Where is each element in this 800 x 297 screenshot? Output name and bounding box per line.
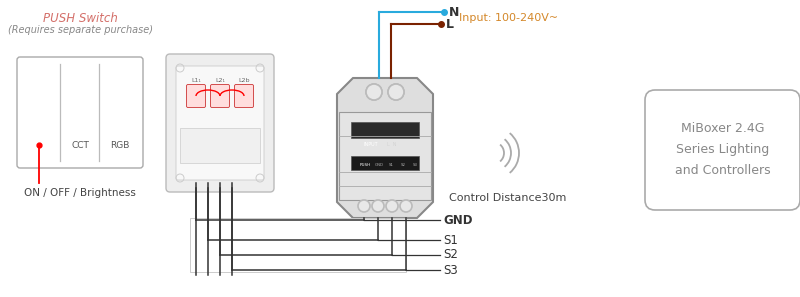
Text: Input: 100-240V~: Input: 100-240V~ bbox=[459, 13, 558, 23]
Text: Control Distance30m: Control Distance30m bbox=[450, 193, 566, 203]
Text: S1: S1 bbox=[389, 163, 394, 167]
Circle shape bbox=[386, 200, 398, 212]
Text: L: L bbox=[446, 18, 454, 31]
Circle shape bbox=[358, 200, 370, 212]
Circle shape bbox=[400, 200, 412, 212]
Bar bbox=[339, 112, 431, 200]
FancyBboxPatch shape bbox=[186, 85, 206, 108]
Text: L1₁: L1₁ bbox=[191, 78, 201, 83]
Bar bbox=[190, 218, 406, 272]
FancyBboxPatch shape bbox=[166, 54, 274, 192]
Text: S3: S3 bbox=[413, 163, 418, 167]
Text: S2: S2 bbox=[401, 163, 406, 167]
Text: L2₁: L2₁ bbox=[215, 78, 225, 83]
Text: PUSH: PUSH bbox=[360, 163, 371, 167]
Text: S1: S1 bbox=[443, 233, 458, 247]
Text: MiBoxer 2.4G: MiBoxer 2.4G bbox=[681, 121, 764, 135]
Text: and Controllers: and Controllers bbox=[674, 164, 770, 176]
FancyBboxPatch shape bbox=[234, 85, 254, 108]
Text: N: N bbox=[449, 6, 459, 18]
FancyBboxPatch shape bbox=[176, 66, 264, 180]
Polygon shape bbox=[337, 78, 433, 218]
Text: CCT: CCT bbox=[71, 140, 89, 149]
Text: (Requires separate purchase): (Requires separate purchase) bbox=[7, 25, 153, 35]
Text: RGB: RGB bbox=[110, 140, 130, 149]
Circle shape bbox=[388, 84, 404, 100]
Text: INPUT: INPUT bbox=[363, 143, 378, 148]
Text: S3: S3 bbox=[443, 263, 458, 277]
Text: L2b: L2b bbox=[238, 78, 250, 83]
Text: S2: S2 bbox=[443, 249, 458, 261]
FancyBboxPatch shape bbox=[17, 57, 143, 168]
Bar bbox=[180, 128, 260, 163]
FancyBboxPatch shape bbox=[210, 85, 230, 108]
Circle shape bbox=[366, 84, 382, 100]
Text: ON / OFF / Brightness: ON / OFF / Brightness bbox=[24, 188, 136, 198]
Text: Series Lighting: Series Lighting bbox=[676, 143, 769, 157]
Bar bbox=[351, 122, 419, 138]
Text: PUSH Switch: PUSH Switch bbox=[42, 12, 118, 24]
Text: L  N: L N bbox=[387, 143, 397, 148]
FancyBboxPatch shape bbox=[645, 90, 800, 210]
Bar bbox=[351, 156, 419, 170]
Circle shape bbox=[372, 200, 384, 212]
Text: GND: GND bbox=[374, 163, 383, 167]
Text: GND: GND bbox=[443, 214, 473, 227]
